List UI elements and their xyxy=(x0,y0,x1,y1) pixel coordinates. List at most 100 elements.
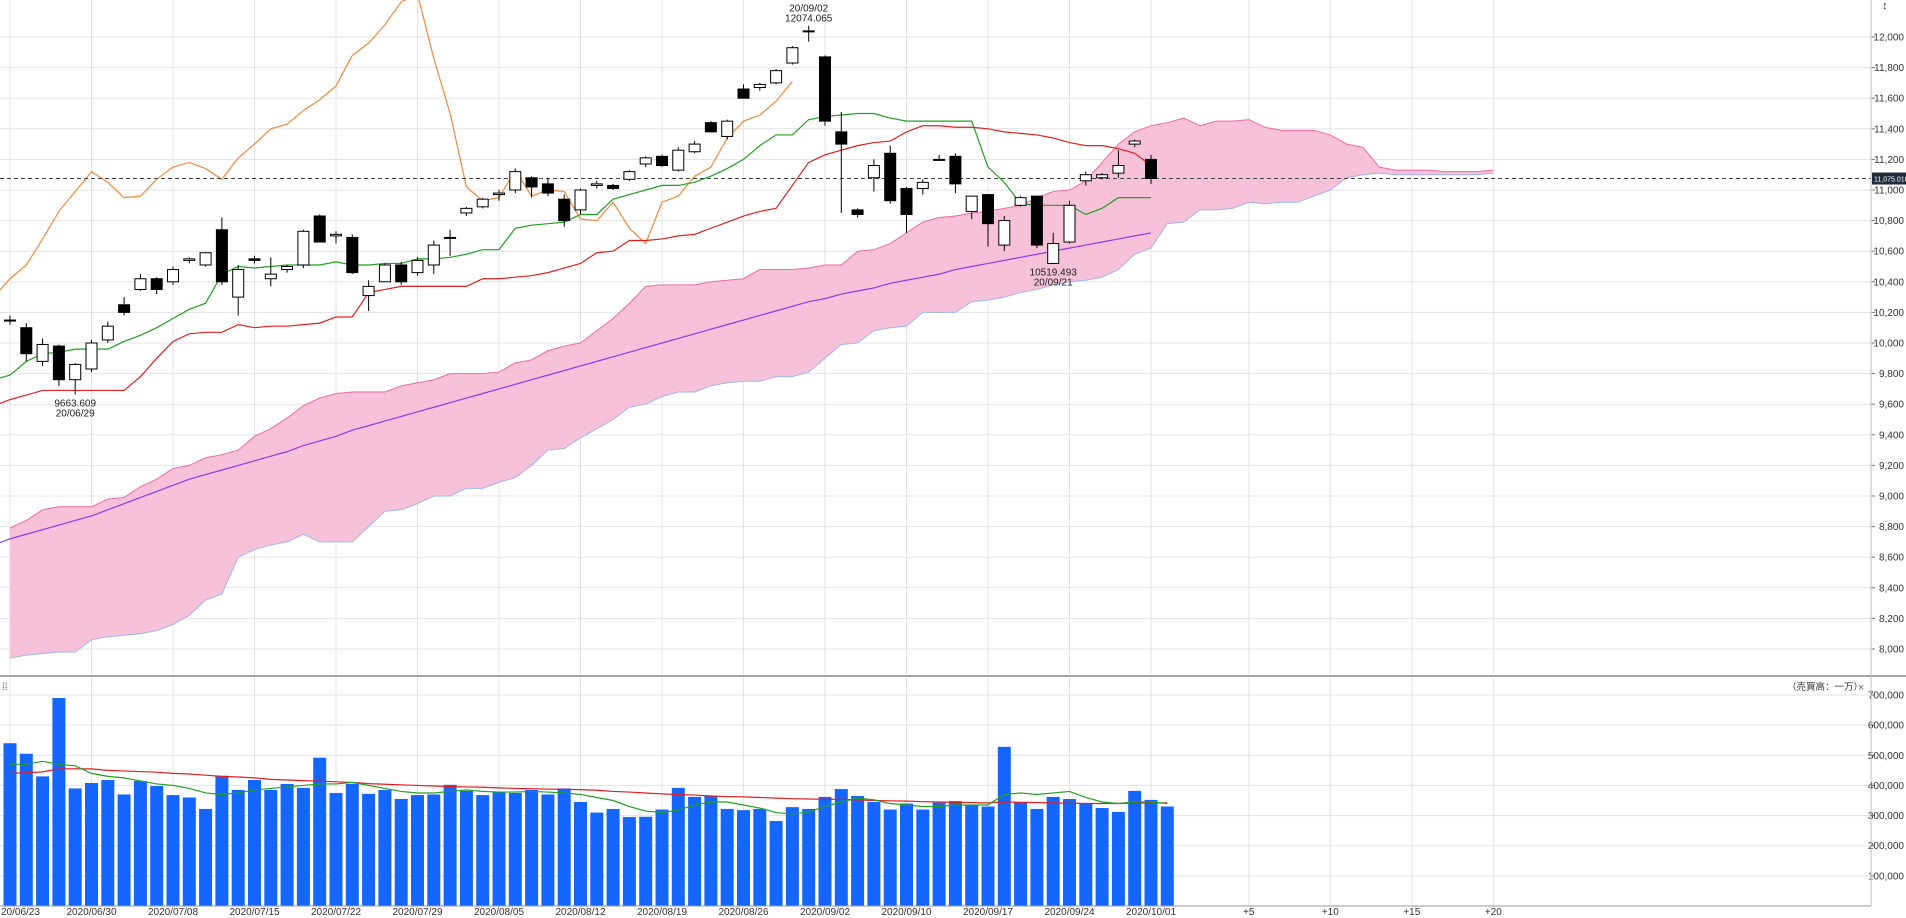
volume-bar[interactable] xyxy=(443,784,457,906)
volume-bar[interactable] xyxy=(3,743,17,906)
volume-bar[interactable] xyxy=(199,808,213,906)
volume-bar[interactable] xyxy=(1144,799,1158,906)
volume-bar[interactable] xyxy=(900,803,913,906)
candle-body[interactable] xyxy=(313,215,326,243)
volume-bar[interactable] xyxy=(737,810,750,906)
candle-body[interactable] xyxy=(460,207,473,214)
volume-bar[interactable] xyxy=(476,795,490,906)
candle-body[interactable] xyxy=(427,244,440,266)
candle-body[interactable] xyxy=(541,183,554,194)
candle-body[interactable] xyxy=(623,171,636,180)
volume-bar[interactable] xyxy=(1128,790,1142,906)
volume-bar[interactable] xyxy=(52,698,66,906)
candle-body[interactable] xyxy=(199,252,212,266)
candle-body[interactable] xyxy=(900,187,913,215)
candlesticks[interactable] xyxy=(4,25,1157,395)
volume-bar[interactable] xyxy=(133,780,147,906)
volume-bar[interactable] xyxy=(769,820,783,906)
candle-body[interactable] xyxy=(1128,140,1141,145)
candle-body[interactable] xyxy=(411,259,424,274)
volume-bar[interactable] xyxy=(36,776,50,906)
candle-body[interactable] xyxy=(982,194,994,225)
volume-bar[interactable] xyxy=(948,801,962,906)
candle-body[interactable] xyxy=(297,230,310,266)
candle-body[interactable] xyxy=(558,198,571,222)
volume-panel-close-icon[interactable]: × xyxy=(1858,682,1864,694)
candle-body[interactable] xyxy=(264,273,277,280)
volume-bar[interactable] xyxy=(932,802,946,906)
candle-body[interactable] xyxy=(607,184,620,189)
candle-body[interactable] xyxy=(118,304,131,313)
volume-bar[interactable] xyxy=(606,808,620,906)
candle-body[interactable] xyxy=(1063,204,1076,243)
volume-bar[interactable] xyxy=(541,794,555,906)
candle-body[interactable] xyxy=(786,47,799,64)
candle-body[interactable] xyxy=(85,342,98,370)
volume-bar[interactable] xyxy=(427,794,441,906)
candle-body[interactable] xyxy=(998,220,1011,246)
candle-body[interactable] xyxy=(721,120,734,137)
candle-body[interactable] xyxy=(378,264,391,283)
volume-bar[interactable] xyxy=(883,809,897,906)
candle-body[interactable] xyxy=(395,264,408,283)
candle-body[interactable] xyxy=(884,152,897,202)
candle-body[interactable] xyxy=(851,209,864,215)
candle-body[interactable] xyxy=(281,266,294,271)
volume-bar[interactable] xyxy=(655,809,669,906)
candle-body[interactable] xyxy=(949,155,962,185)
candle-body[interactable] xyxy=(1096,174,1109,179)
volume-bar[interactable] xyxy=(280,783,294,906)
volume-bar[interactable] xyxy=(1160,806,1174,906)
candle-body[interactable] xyxy=(1014,197,1027,206)
candle-body[interactable] xyxy=(753,83,766,88)
volume-bar[interactable] xyxy=(182,797,196,906)
volume-bar[interactable] xyxy=(68,788,82,906)
candle-body[interactable] xyxy=(867,165,880,179)
candle-body[interactable] xyxy=(525,177,538,188)
candle-body[interactable] xyxy=(1047,243,1060,264)
volume-bar[interactable] xyxy=(231,789,245,906)
volume-bar[interactable] xyxy=(1095,808,1109,906)
candle-body[interactable] xyxy=(688,143,701,153)
candle-body[interactable] xyxy=(52,345,65,381)
volume-bar[interactable] xyxy=(997,746,1011,906)
candle-body[interactable] xyxy=(574,189,587,211)
volume-bar[interactable] xyxy=(508,792,522,906)
candle-body[interactable] xyxy=(248,258,261,261)
candle-body[interactable] xyxy=(1079,174,1092,182)
volume-bar[interactable] xyxy=(459,790,473,906)
volume-bar[interactable] xyxy=(362,793,376,906)
volume-bar[interactable] xyxy=(411,795,424,906)
candle-body[interactable] xyxy=(36,344,49,362)
volume-bar[interactable] xyxy=(965,805,979,906)
volume-bar[interactable] xyxy=(85,783,98,906)
volume-bar[interactable] xyxy=(101,780,115,906)
candle-body[interactable] xyxy=(346,236,359,274)
candle-body[interactable] xyxy=(4,319,16,322)
candle-body[interactable] xyxy=(509,171,522,191)
volume-bar[interactable] xyxy=(688,796,702,906)
volume-bar[interactable] xyxy=(981,806,995,906)
volume-bar[interactable] xyxy=(916,809,930,906)
volume-bar[interactable] xyxy=(851,795,865,906)
candle-body[interactable] xyxy=(493,192,505,196)
volume-bar[interactable] xyxy=(802,808,816,906)
candle-body[interactable] xyxy=(737,88,750,99)
volume-bar[interactable] xyxy=(622,817,636,906)
volume-bar[interactable] xyxy=(639,816,653,906)
volume-bar[interactable] xyxy=(525,789,539,906)
candle-body[interactable] xyxy=(362,285,375,297)
volume-bar[interactable] xyxy=(704,795,718,906)
volume-bar[interactable] xyxy=(785,807,799,906)
panel-handle-icon[interactable]: ⁞⁞ xyxy=(2,682,8,693)
volume-bar[interactable] xyxy=(1111,811,1125,906)
candle-body[interactable] xyxy=(933,158,946,161)
volume-bar[interactable] xyxy=(574,802,587,906)
candle-body[interactable] xyxy=(1145,158,1157,180)
candle-body[interactable] xyxy=(476,198,489,208)
candle-body[interactable] xyxy=(444,236,457,239)
volume-bar[interactable] xyxy=(1079,803,1093,906)
volume-bar[interactable] xyxy=(720,808,734,906)
volume-bar[interactable] xyxy=(329,792,343,906)
candle-body[interactable] xyxy=(101,325,114,341)
